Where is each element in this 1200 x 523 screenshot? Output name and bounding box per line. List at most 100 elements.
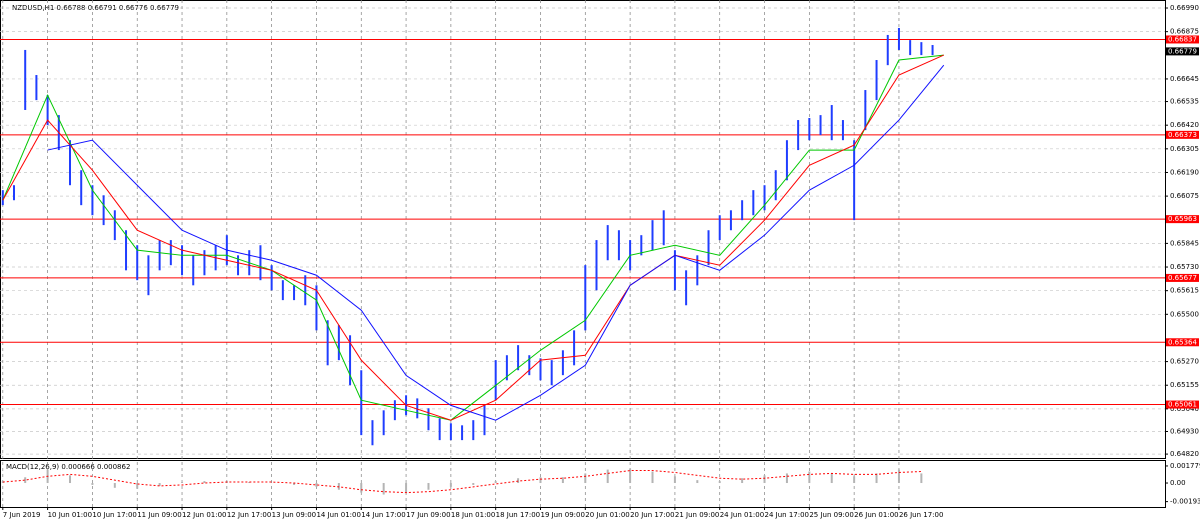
x-tick-label: 14 Jun 17:00 (361, 511, 405, 519)
y-tick-label: 0.66535 (1170, 98, 1199, 106)
macd-bar (584, 473, 587, 484)
x-tick-label: 21 Jun 09:00 (675, 511, 719, 519)
level-label: 0.65061 (1168, 401, 1197, 409)
level-tag (1166, 35, 1199, 44)
macd-bar (405, 483, 408, 493)
x-tick-label: 10 Jun 17:00 (92, 511, 136, 519)
macd-bar (606, 469, 609, 484)
x-tick-label: 26 Jun 01:00 (854, 511, 898, 519)
macd-bar (158, 483, 161, 486)
level-tag (1166, 130, 1199, 139)
macd-bar (897, 469, 900, 484)
macd-bar (69, 475, 72, 484)
y-tick-label: 0.65845 (1170, 239, 1199, 247)
macd-bar (293, 483, 296, 485)
x-tick-label: 12 Jun 01:00 (182, 511, 226, 519)
macd-bar (673, 476, 676, 484)
macd-bar (494, 481, 497, 484)
x-tick-label: 14 Jun 01:00 (316, 511, 360, 519)
macd-bar (696, 480, 699, 484)
y-tick-label: 0.66875 (1170, 28, 1199, 36)
macd-bar (808, 471, 811, 484)
macd-bar (920, 473, 923, 484)
level-label: 0.65963 (1168, 215, 1197, 223)
level-label: 0.65364 (1168, 338, 1197, 346)
macd-bar (539, 477, 542, 484)
level-tag (1166, 400, 1199, 409)
macd-bar (427, 483, 430, 490)
y-tick-label: 0.65730 (1170, 263, 1199, 271)
macd-bar (785, 473, 788, 484)
x-tick-label: 26 Jun 17:00 (899, 511, 943, 519)
x-tick-label: 17 Jun 09:00 (406, 511, 450, 519)
y-tick-label: 0.65040 (1170, 405, 1199, 413)
macd-bar (248, 482, 251, 484)
moving-average (2, 54, 944, 421)
level-tag (1166, 338, 1199, 347)
price-tag (1166, 47, 1199, 56)
macd-bar (449, 483, 452, 487)
macd-bar (763, 475, 766, 484)
y-tick-label: 0.64820 (1170, 450, 1199, 458)
y-tick-label: 0.65615 (1170, 287, 1199, 295)
x-tick-label: 20 Jun 01:00 (585, 511, 629, 519)
x-tick-label: 20 Jun 17:00 (630, 511, 674, 519)
y-tick-label: 0.66420 (1170, 121, 1199, 129)
macd-bar (136, 483, 139, 489)
y-tick-label: 0.66075 (1170, 192, 1199, 200)
macd-bar (718, 481, 721, 484)
x-tick-label: 11 Jun 09:00 (137, 511, 181, 519)
macd-bar (113, 483, 116, 488)
signal-line (2, 470, 922, 494)
level-tag (1166, 273, 1199, 282)
macd-bar (181, 482, 184, 484)
macd-bar (315, 483, 318, 487)
y-tick-label: 0.001779 (1170, 462, 1200, 470)
moving-average (47, 64, 945, 421)
macd-bar (203, 481, 206, 484)
x-tick-label: 24 Jun 17:00 (765, 511, 809, 519)
x-tick-label: 13 Jun 09:00 (272, 511, 316, 519)
x-tick-label: 18 Jun 17:00 (496, 511, 540, 519)
price-label: 0.66779 (1168, 47, 1197, 55)
y-tick-label: 0.66305 (1170, 145, 1199, 153)
macd-bar (91, 483, 94, 485)
price-panel (0, 0, 1166, 459)
moving-average (2, 54, 944, 421)
macd-bar (472, 483, 475, 485)
y-tick-label: 0.65155 (1170, 381, 1199, 389)
macd-bar (24, 477, 27, 484)
y-tick-label: 0.66190 (1170, 168, 1199, 176)
level-label: 0.66837 (1168, 35, 1197, 43)
macd-bar (875, 473, 878, 484)
y-tick-label: 0.66990 (1170, 4, 1199, 12)
macd-bar (360, 483, 363, 493)
y-tick-label: 0.65500 (1170, 310, 1199, 318)
y-tick-label: 0.65270 (1170, 358, 1199, 366)
macd-bar (741, 478, 744, 484)
x-tick-label: 12 Jun 17:00 (227, 511, 271, 519)
macd-bar (382, 483, 385, 495)
level-label: 0.66373 (1168, 131, 1197, 139)
y-tick-label: 0.00 (1170, 479, 1186, 487)
x-tick-label: 7 Jun 2019 (3, 511, 41, 519)
level-label: 0.65677 (1168, 274, 1197, 282)
x-tick-label: 19 Jun 09:00 (540, 511, 584, 519)
level-tag (1166, 215, 1199, 224)
x-tick-label: 18 Jun 01:00 (451, 511, 495, 519)
x-tick-label: 24 Jun 01:00 (720, 511, 764, 519)
macd-panel (0, 460, 1166, 508)
chart-title: NZDUSD,H1 0.66788 0.66791 0.66776 0.6677… (12, 4, 179, 12)
x-tick-label: 10 Jun 01:00 (48, 511, 92, 519)
macd-bar (561, 477, 564, 484)
y-tick-label: -0.001939 (1170, 498, 1200, 506)
macd-bar (629, 468, 632, 484)
y-tick-label: 0.64930 (1170, 427, 1199, 435)
macd-bar (853, 476, 856, 484)
y-tick-label: 0.66645 (1170, 75, 1199, 83)
macd-title: MACD(12,26,9) 0.000666 0.000862 (6, 463, 130, 471)
macd-bar (830, 473, 833, 484)
macd-bar (651, 471, 654, 484)
x-tick-label: 25 Jun 09:00 (809, 511, 853, 519)
